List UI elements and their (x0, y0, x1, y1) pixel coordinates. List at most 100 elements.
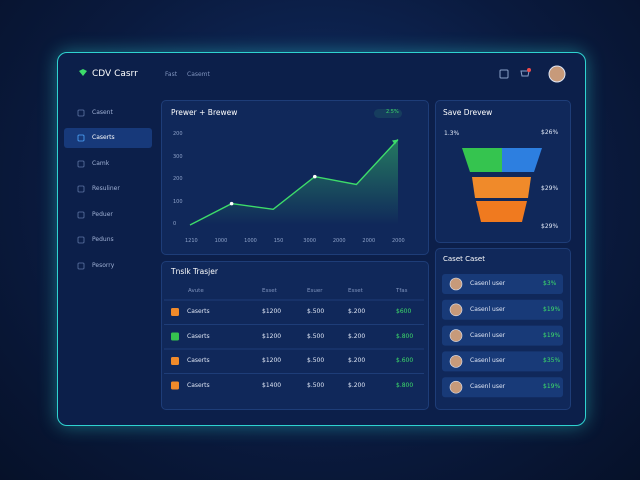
column-header: Esset (262, 288, 277, 294)
avatar (449, 329, 463, 342)
nav-icon (77, 109, 85, 117)
y-tick-label: 0 (173, 221, 177, 227)
cart-icon (520, 70, 530, 77)
badge-dot (527, 68, 531, 72)
sidebar-item[interactable]: Peduer (92, 211, 113, 218)
table-cell: $.500 (307, 381, 325, 389)
table-cell: $.800 (396, 332, 414, 340)
column-header: Esset (348, 288, 363, 294)
nav-icon (77, 211, 85, 219)
funnel-top-right (502, 148, 542, 172)
sidebar-item[interactable]: Camk (92, 160, 110, 167)
x-tick-label: 1210 (185, 238, 198, 244)
table-cell: $.200 (348, 332, 366, 340)
x-tick-label: 1000 (244, 238, 257, 244)
nav-icon (77, 185, 85, 193)
sidebar-item[interactable]: Peduns (92, 236, 114, 243)
x-tick-label: 3000 (303, 238, 317, 244)
list-row (442, 274, 563, 294)
nav-icon (77, 134, 85, 142)
funnel-mid (472, 177, 531, 198)
table-cell: Caserts (187, 381, 210, 389)
list-name: Casenl user (470, 331, 506, 339)
card-title: Prewer + Brewew (171, 108, 238, 117)
table-card (161, 261, 429, 410)
card-title: Caset Caset (443, 255, 485, 263)
table-cell: $.200 (348, 357, 366, 364)
logo: CDV Casrr (92, 69, 138, 79)
table-cell: $.200 (348, 308, 366, 315)
table-cell: $1400 (262, 381, 282, 389)
list-value: $19% (543, 383, 561, 391)
sidebar-item[interactable]: Caserts (92, 134, 115, 141)
avatar (449, 303, 463, 317)
nav-icon (77, 262, 85, 270)
list-name: Casenl user (470, 357, 506, 365)
badge-text: 2.5% (386, 109, 399, 115)
x-tick-label: 1000 (214, 238, 228, 244)
list-value: $35% (543, 357, 561, 365)
nav-icon (77, 236, 85, 244)
sidebar-item[interactable]: Resuliner (92, 185, 120, 192)
column-header: Avute (188, 288, 204, 294)
table-cell: $.600 (396, 357, 414, 364)
x-tick-label: 2000 (362, 238, 376, 244)
row-icon (171, 357, 179, 365)
line (189, 139, 399, 226)
x-tick-label: 150 (273, 238, 284, 244)
table-cell: Caserts (187, 332, 210, 340)
icon (499, 69, 509, 79)
nav-item[interactable]: Casemt (187, 71, 210, 78)
card-title: Tnslk Trasjer (171, 267, 218, 276)
card-title: Save Drevew (443, 108, 493, 117)
table-cell: $1200 (262, 332, 282, 340)
list-row (442, 325, 563, 346)
funnel-top-left (462, 148, 502, 172)
badge (374, 109, 402, 118)
list-row (442, 299, 563, 320)
column-header: Esuer (307, 288, 323, 294)
funnel-bottom (476, 201, 527, 222)
sidebar-item[interactable]: Casent (92, 109, 113, 116)
table-cell: Caserts (187, 308, 210, 315)
funnel-label: $26% (541, 129, 559, 136)
list-name: Casenl user (470, 280, 506, 287)
y-tick-label: 100 (173, 198, 183, 205)
y-tick-label: 200 (173, 131, 183, 137)
list-row (442, 351, 563, 372)
nav-item[interactable]: Fast (165, 71, 178, 78)
arrow-head (392, 139, 398, 145)
avatar (548, 65, 566, 83)
avatar (449, 355, 463, 368)
list-name: Casenl user (470, 305, 506, 313)
table-cell: $600 (396, 308, 412, 315)
funnel-label: $29% (541, 223, 559, 230)
list-value: $19% (543, 305, 561, 313)
avatar (449, 277, 463, 291)
table-cell: $.500 (307, 308, 325, 315)
column-header: Tfas (396, 288, 408, 294)
point (313, 174, 317, 179)
y-tick-label: 300 (173, 153, 183, 160)
sidebar-item[interactable]: Pesorry (92, 262, 115, 269)
nav-icon (77, 160, 85, 168)
table-cell: $.800 (396, 381, 414, 389)
table-cell: $1200 (262, 308, 282, 315)
table-cell: $1200 (262, 357, 282, 364)
row-icon (171, 332, 179, 341)
avatar (449, 380, 463, 394)
list-value: $3% (543, 280, 557, 287)
x-tick-label: 2000 (332, 238, 346, 244)
list-value: $19% (543, 331, 561, 339)
list-name: Casenl user (470, 383, 506, 391)
line-area (190, 139, 398, 225)
table-cell: $.500 (307, 332, 325, 340)
y-tick-label: 200 (173, 176, 183, 182)
row-icon (171, 381, 179, 390)
list-row (442, 377, 563, 398)
funnel-label: $29% (541, 185, 559, 192)
funnel-label: 1.3% (444, 130, 460, 137)
x-tick-label: 2000 (392, 238, 405, 244)
